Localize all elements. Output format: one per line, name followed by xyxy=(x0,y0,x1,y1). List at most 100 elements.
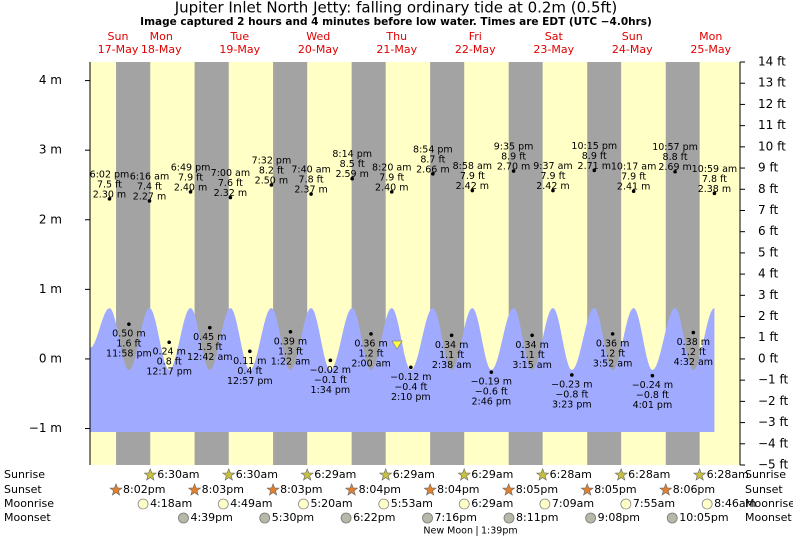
y2-tick-label: −1 ft xyxy=(758,373,789,387)
tide-ft: 1.1 ft xyxy=(520,350,545,361)
tide-ft: 7.9 ft xyxy=(379,172,404,183)
sunset-time: 8:06pm xyxy=(673,483,715,496)
moonset-icon xyxy=(585,512,597,524)
tide-time: 9:37 am xyxy=(533,161,572,172)
new-moon-time: 1:39pm xyxy=(481,526,518,537)
tide-time: 8:14 pm xyxy=(332,149,372,160)
sunrise-icon xyxy=(614,467,628,481)
tide-point xyxy=(610,332,615,336)
moonrise-icon xyxy=(701,498,713,510)
tide-point xyxy=(551,188,555,193)
tide-m: 2.71 m xyxy=(578,161,611,172)
sunrise-time: 6:29am xyxy=(314,468,356,481)
sunset-icon xyxy=(659,482,673,496)
sunset-icon xyxy=(580,482,594,496)
tide-time: 8:20 am xyxy=(372,162,411,173)
moonrise-time: 6:29am xyxy=(471,497,513,510)
tide-ft: 0.4 ft xyxy=(237,366,262,377)
tide-ft: 8.5 ft xyxy=(340,159,365,170)
y2-tick-label: 13 ft xyxy=(758,76,786,90)
tide-point xyxy=(691,330,696,335)
tide-ft: 8.8 ft xyxy=(663,152,688,163)
tide-m: 2.69 m xyxy=(658,162,691,173)
row-label: Moonset xyxy=(745,511,792,524)
tide-m: 2.42 m xyxy=(536,181,569,192)
tide-ft: 1.2 ft xyxy=(681,347,706,358)
tide-m: 0.36 m xyxy=(596,338,629,349)
y2-tick-label: 14 ft xyxy=(758,55,786,69)
y2-tick-label: 9 ft xyxy=(758,161,778,175)
y-tick-label: 1 m xyxy=(39,282,62,296)
moonrise-icon xyxy=(217,498,229,510)
chart-title: Jupiter Inlet North Jetty: falling ordin… xyxy=(174,0,618,17)
tide-time: 12:57 pm xyxy=(227,376,273,387)
y2-tick-label: 8 ft xyxy=(758,182,778,196)
tide-ft: −0.8 ft xyxy=(555,389,588,400)
y2-tick-label: 1 ft xyxy=(758,330,778,344)
moonrise-icon xyxy=(298,498,309,510)
tide-time: 7:00 am xyxy=(211,168,250,179)
day-date: 20-May xyxy=(298,43,339,56)
y-tick-label: 3 m xyxy=(39,143,62,157)
moonset-time: 10:05pm xyxy=(679,511,728,524)
tide-point xyxy=(431,172,435,176)
day-date: 19-May xyxy=(219,43,260,56)
y2-tick-label: −4 ft xyxy=(758,436,789,450)
moonrise-icon xyxy=(620,498,632,510)
tide-time: 10:57 pm xyxy=(652,142,698,153)
row-label: Sunrise xyxy=(745,468,786,481)
tide-time: 6:16 am xyxy=(130,171,169,182)
tide-curve-area xyxy=(90,308,715,432)
sunset-icon xyxy=(109,482,123,496)
tide-time: 12:42 am xyxy=(187,352,232,363)
sunrise-time: 6:30am xyxy=(157,468,199,481)
sunrise-icon xyxy=(378,467,393,481)
sunset-time: 8:03pm xyxy=(202,483,244,496)
sunset-icon xyxy=(423,482,437,496)
moonrise-time: 7:55am xyxy=(633,497,675,510)
day-date: 25-May xyxy=(690,43,731,56)
sunrise-icon xyxy=(300,467,314,481)
tide-point xyxy=(107,197,112,201)
current-level-marker xyxy=(391,340,403,350)
y2-tick-label: 4 ft xyxy=(758,267,778,281)
day-date: 23-May xyxy=(533,43,574,56)
moonset-time: 7:16pm xyxy=(435,511,477,524)
tide-m: 0.24 m xyxy=(152,347,185,358)
row-label: Moonrise xyxy=(745,497,793,510)
day-name: Tue xyxy=(229,30,249,43)
tide-ft: 0.8 ft xyxy=(157,357,182,368)
sunrise-icon xyxy=(692,467,707,481)
sunrise-icon xyxy=(222,467,236,481)
tide-m: −0.12 m xyxy=(390,372,431,383)
tide-point xyxy=(470,188,475,193)
tide-point xyxy=(650,373,655,378)
tide-time: 2:46 pm xyxy=(471,397,511,408)
sunset-time: 8:02pm xyxy=(123,483,165,496)
tide-point xyxy=(673,169,677,174)
tide-point xyxy=(592,168,597,173)
tide-time: 7:32 pm xyxy=(252,155,292,166)
tide-m: −0.02 m xyxy=(310,365,351,376)
tide-ft: −0.8 ft xyxy=(636,390,669,401)
y2-tick-label: 5 ft xyxy=(758,245,778,259)
sunrise-time: 6:29am xyxy=(393,468,435,481)
y2-tick-label: 11 ft xyxy=(758,118,786,132)
sunset-icon xyxy=(187,482,202,496)
day-name: Sat xyxy=(545,30,564,43)
tide-point xyxy=(167,340,171,345)
moonset-icon xyxy=(340,512,352,524)
tide-ft: 7.5 ft xyxy=(97,179,122,190)
moonset-icon xyxy=(503,512,515,524)
sunset-time: 8:05pm xyxy=(594,483,636,496)
y2-tick-label: 12 ft xyxy=(758,97,786,111)
tide-m: 2.70 m xyxy=(497,162,530,173)
sunset-icon xyxy=(344,482,359,496)
tide-time: 2:38 am xyxy=(432,360,471,371)
tide-time: 3:52 am xyxy=(593,358,632,369)
tide-m: 2.30 m xyxy=(93,189,126,200)
tide-ft: 1.2 ft xyxy=(359,348,384,359)
chart-content: 4 m 3 m 2 m 1 m 0 m −1 m 14 ft 13 ft 12 ft 11 ft 1… xyxy=(4,30,793,537)
sunrise-icon xyxy=(535,467,550,481)
moonset-icon xyxy=(178,512,189,524)
